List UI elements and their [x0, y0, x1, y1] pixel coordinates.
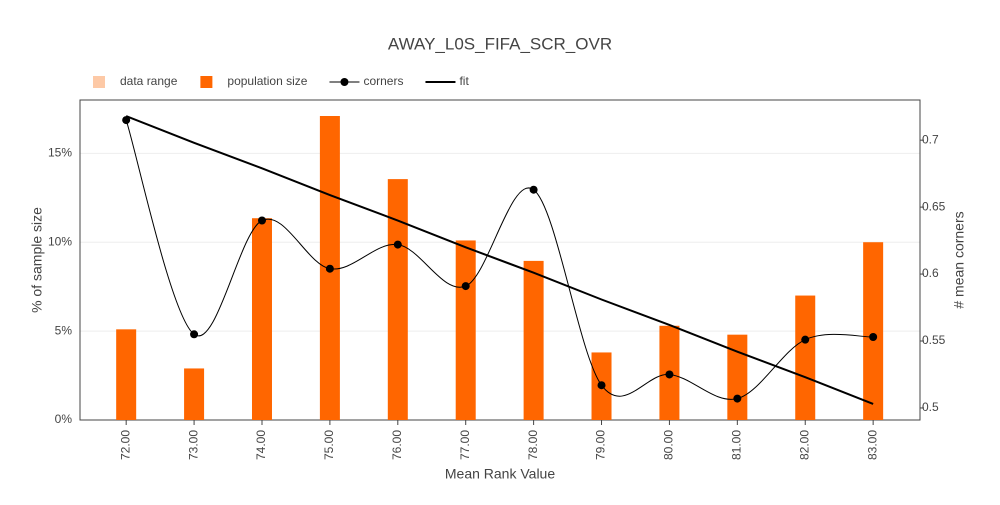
x-tick-label: 81.00 [730, 430, 744, 460]
x-tick-label: 76.00 [390, 430, 404, 460]
bar [455, 240, 476, 420]
legend-label: population size [227, 74, 307, 88]
x-tick-label: 80.00 [662, 430, 676, 460]
corners-marker [597, 381, 606, 390]
x-tick-label: 73.00 [186, 430, 200, 460]
y2-tick-label: 0.6 [922, 266, 939, 280]
x-tick-label: 75.00 [322, 430, 336, 460]
x-tick-label: 77.00 [458, 430, 472, 460]
y2-tick-label: 0.65 [922, 199, 946, 213]
y2-tick-label: 0.5 [922, 400, 939, 414]
y-axis-label: % of sample size [29, 207, 45, 313]
legend-swatch [200, 76, 213, 88]
y-tick-label: 5% [55, 323, 73, 337]
y-tick-label: 15% [48, 146, 72, 160]
corners-marker [801, 335, 810, 344]
legend-swatch [340, 78, 349, 86]
y2-tick-label: 0.55 [922, 333, 946, 347]
bar [387, 179, 408, 420]
x-axis-label: Mean Rank Value [445, 466, 555, 482]
x-tick-label: 82.00 [797, 430, 811, 460]
x-tick-label: 83.00 [865, 430, 879, 460]
corners-marker [869, 332, 878, 341]
corners-marker [733, 394, 742, 403]
corners-marker [325, 264, 334, 273]
corners-marker [190, 330, 199, 339]
corners-marker [257, 216, 266, 225]
y2-tick-label: 0.7 [922, 132, 939, 146]
corners-marker [393, 240, 402, 249]
corners-line [125, 119, 874, 400]
plot-frame [79, 99, 921, 421]
bar [795, 295, 816, 420]
bar [184, 368, 205, 420]
corners-marker [122, 116, 131, 125]
bar [251, 218, 272, 420]
bar [863, 242, 884, 420]
x-tick-label: 78.00 [526, 430, 540, 460]
chart-title: AWAY_L0S_FIFA_SCR_OVR [388, 34, 612, 53]
corners-marker [461, 282, 470, 291]
fit-line [125, 115, 874, 405]
legend-label: fit [459, 74, 469, 88]
x-tick-label: 74.00 [254, 430, 268, 460]
y2-axis-label: # mean corners [951, 211, 967, 308]
bar [523, 260, 544, 420]
legend-label: data range [120, 74, 178, 88]
y-tick-label: 10% [48, 234, 72, 248]
bar [727, 334, 748, 420]
x-tick-label: 79.00 [594, 430, 608, 460]
corners-marker [665, 370, 674, 379]
y-tick-label: 0% [55, 412, 73, 426]
legend-swatch [93, 76, 105, 88]
legend-label: corners [363, 74, 403, 88]
bar [116, 329, 137, 420]
x-tick-label: 72.00 [118, 430, 132, 460]
corners-marker [529, 185, 538, 194]
